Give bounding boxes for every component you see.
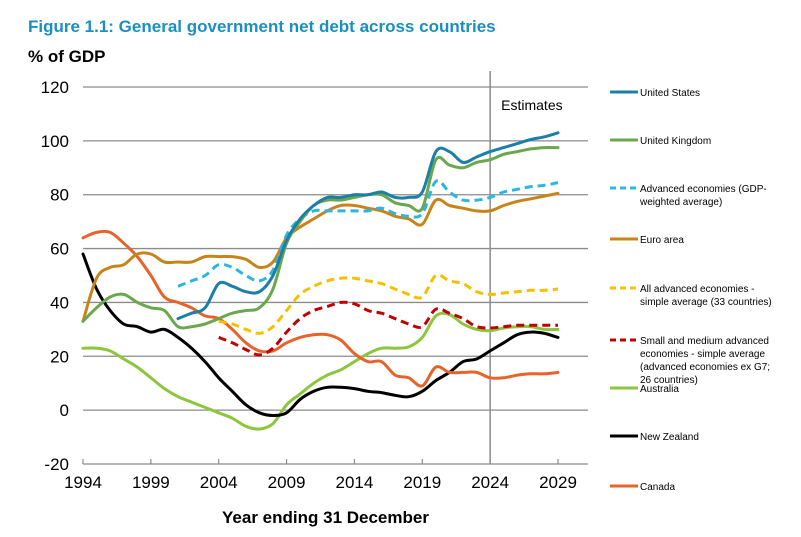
y-tick-label: 100	[41, 132, 69, 151]
legend-label: (advanced economies ex G7;	[640, 362, 770, 373]
series-line-united-states	[176, 131, 560, 321]
legend-item: Small and medium advanced economies - sim…	[610, 336, 770, 386]
legend-label: weighted average)	[639, 197, 722, 208]
x-tick-label: 2029	[539, 473, 577, 492]
legend-item: All advanced economies - simple average (…	[610, 284, 772, 308]
series-line-advanced-economies-gdp-weighted-average	[177, 179, 559, 288]
y-tick-label: 40	[50, 293, 69, 312]
legend-label: Advanced economies (GDP-	[640, 184, 767, 195]
x-tick-label: 1999	[132, 473, 170, 492]
x-tick-label: 2024	[471, 473, 509, 492]
legend-item: United Kingdom	[610, 136, 711, 147]
chart-title: Figure 1.1: General government net debt …	[28, 17, 496, 36]
x-tick-labels: 1994 1999 2004 2009 2014 2019 2024 2029	[64, 459, 577, 492]
x-tick-label: 1994	[64, 473, 102, 492]
legend-label: Euro area	[640, 235, 684, 246]
series-line-euro-area	[81, 191, 560, 323]
estimates-label: Estimates	[501, 97, 562, 113]
series-lines	[81, 131, 560, 431]
series-line-australia	[81, 311, 560, 431]
legend-label: Small and medium advanced	[640, 336, 769, 347]
legend-label: economies - simple average	[640, 349, 765, 360]
legend-label: United States	[640, 88, 700, 99]
x-tick-label: 2004	[200, 473, 238, 492]
y-tick-label: 0	[60, 401, 69, 420]
series-line-united-kingdom	[81, 146, 560, 330]
legend-label: Australia	[640, 384, 679, 395]
y-tick-label: 20	[50, 347, 69, 366]
legend-label: simple average (33 countries)	[640, 297, 772, 308]
y-tick-labels: -20 0 20 40 60 80 100 120	[41, 78, 69, 474]
y-tick-label: 80	[50, 186, 69, 205]
legend-label: New Zealand	[640, 432, 699, 443]
x-tick-label: 2019	[403, 473, 441, 492]
legend-item: United States	[610, 88, 700, 99]
legend-label: All advanced economies -	[640, 284, 755, 295]
series-line-canada	[81, 229, 560, 388]
series-line-all-advanced-economies-simple-average-33-countries	[218, 273, 559, 335]
y-tick-label: 60	[50, 240, 69, 259]
x-tick-label: 2009	[268, 473, 306, 492]
x-axis-label: Year ending 31 December	[222, 508, 429, 527]
legend-item: New Zealand	[610, 432, 699, 443]
legend-item: Advanced economies (GDP-weighted average…	[610, 184, 767, 208]
legend-item: Canada	[610, 482, 675, 493]
y-axis-label: % of GDP	[28, 47, 106, 66]
x-tick-label: 2014	[336, 473, 374, 492]
legend-item: Euro area	[610, 235, 684, 246]
legend: United States United Kingdom Advanced econ…	[610, 88, 772, 493]
legend-item: Australia	[610, 384, 679, 395]
legend-label: 26 countries)	[640, 375, 698, 386]
y-tick-label: -20	[44, 455, 69, 474]
y-tick-label: 120	[41, 78, 69, 97]
series-line-new-zealand	[81, 252, 560, 417]
legend-label: Canada	[640, 482, 675, 493]
gridlines	[83, 86, 588, 465]
legend-label: United Kingdom	[640, 136, 711, 147]
